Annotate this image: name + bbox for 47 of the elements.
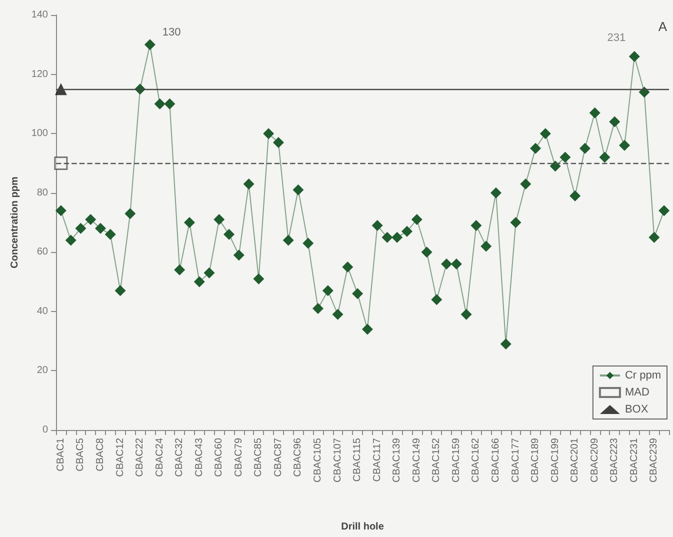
legend-label: BOX — [624, 404, 649, 416]
y-tick-label: 140 — [31, 10, 48, 20]
x-tick-label: CBAC79 — [233, 438, 244, 477]
x-tick-label: CBAC149 — [411, 438, 422, 482]
x-tick-label: CBAC166 — [490, 438, 502, 482]
x-tick-label: CBAC85 — [253, 438, 264, 477]
legend-label: MAD — [624, 386, 650, 398]
x-tick-label: CBAC87 — [272, 438, 284, 477]
annotation: A — [658, 19, 668, 34]
x-tick-label: CBAC117 — [372, 438, 383, 482]
y-tick-label: 60 — [36, 246, 48, 258]
legend-label: Cr ppm — [624, 370, 661, 382]
x-tick-label: CBAC201 — [570, 438, 581, 482]
x-tick-label: CBAC239 — [648, 438, 660, 482]
x-tick-label: CBAC5 — [75, 438, 86, 472]
x-tick-label: CBAC60 — [214, 438, 225, 477]
x-tick-label: CBAC159 — [450, 438, 462, 482]
y-axis-title: Concentration ppm — [10, 176, 20, 268]
annotation: 231 — [607, 32, 626, 44]
x-tick-label: CBAC189 — [530, 438, 542, 482]
x-tick-label: CBAC231 — [628, 438, 640, 482]
x-tick-label: CBAC12 — [114, 438, 126, 477]
x-tick-label: CBAC162 — [470, 438, 482, 482]
x-tick-label: CBAC209 — [589, 438, 600, 482]
y-tick-label: 120 — [31, 68, 48, 80]
x-tick-label: CBAC139 — [392, 438, 403, 482]
y-tick-label: 40 — [36, 306, 48, 317]
x-tick-label: CBAC152 — [431, 438, 442, 482]
x-axis-title: Drill hole — [341, 522, 384, 532]
x-tick-label: CBAC32 — [174, 438, 186, 477]
x-tick-label: CBAC1 — [55, 438, 66, 472]
y-tick-label: 80 — [36, 187, 48, 198]
data-label: 130 — [162, 26, 181, 39]
x-tick-label: CBAC22 — [134, 438, 146, 477]
y-tick-label: 0 — [42, 424, 48, 436]
x-tick-label: CBAC24 — [154, 438, 166, 477]
x-tick-label: CBAC115 — [352, 438, 364, 482]
x-tick-label: CBAC105 — [312, 438, 324, 482]
y-tick-label: 100 — [31, 128, 48, 140]
y-tick-label: 20 — [36, 365, 48, 376]
x-tick-label: CBAC223 — [609, 438, 620, 482]
x-tick-label: CBAC107 — [332, 438, 344, 482]
x-tick-label: CBAC8 — [94, 438, 106, 472]
x-tick-label: CBAC177 — [510, 438, 522, 482]
x-tick-label: CBAC43 — [194, 438, 205, 477]
x-tick-label: CBAC199 — [550, 438, 561, 482]
x-tick-label: CBAC96 — [292, 438, 304, 477]
